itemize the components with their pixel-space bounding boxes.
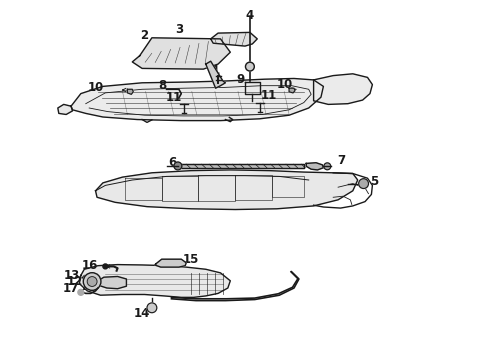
Polygon shape — [58, 104, 73, 114]
Text: 10: 10 — [88, 81, 104, 94]
Polygon shape — [96, 170, 358, 210]
Polygon shape — [132, 38, 230, 69]
Polygon shape — [211, 32, 257, 46]
Polygon shape — [127, 89, 133, 94]
Circle shape — [78, 289, 84, 295]
Text: 6: 6 — [169, 156, 176, 168]
Text: 8: 8 — [159, 79, 167, 92]
Polygon shape — [289, 88, 295, 93]
Text: 7: 7 — [337, 154, 345, 167]
Polygon shape — [79, 265, 230, 297]
Polygon shape — [98, 276, 126, 289]
Polygon shape — [314, 74, 372, 104]
Text: 14: 14 — [134, 307, 150, 320]
Text: 5: 5 — [370, 175, 378, 188]
Text: 11: 11 — [166, 91, 182, 104]
Polygon shape — [155, 259, 186, 267]
Circle shape — [103, 264, 108, 269]
Circle shape — [359, 179, 368, 189]
Circle shape — [147, 303, 157, 313]
Text: 3: 3 — [175, 23, 183, 36]
Polygon shape — [306, 163, 323, 170]
Text: 2: 2 — [141, 29, 148, 42]
Text: 13: 13 — [63, 269, 80, 282]
Text: 15: 15 — [183, 253, 199, 266]
Text: 10: 10 — [277, 78, 294, 91]
Circle shape — [83, 273, 101, 290]
Polygon shape — [181, 164, 304, 168]
Text: 4: 4 — [246, 9, 254, 22]
Circle shape — [245, 62, 254, 71]
Circle shape — [87, 276, 97, 287]
Circle shape — [324, 163, 331, 170]
Text: 1: 1 — [212, 64, 220, 77]
Polygon shape — [71, 78, 323, 121]
Text: 12: 12 — [67, 275, 83, 288]
Text: 17: 17 — [62, 282, 79, 295]
Text: 16: 16 — [82, 259, 98, 272]
Text: 11: 11 — [260, 89, 277, 102]
Polygon shape — [206, 61, 225, 88]
Text: 9: 9 — [236, 73, 244, 86]
Circle shape — [174, 162, 182, 170]
